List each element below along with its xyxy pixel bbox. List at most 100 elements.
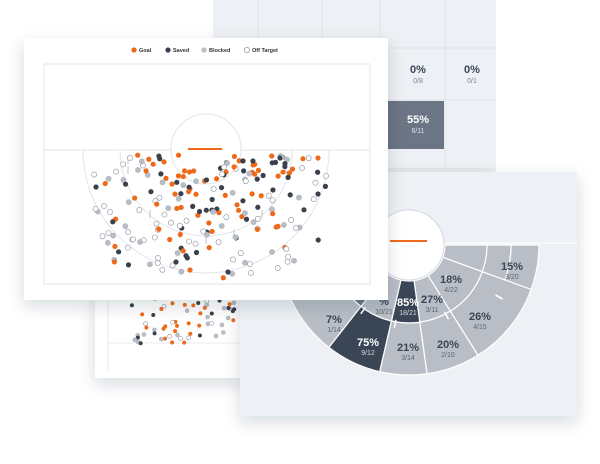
shot-off-target <box>265 192 272 199</box>
shot-scatter-card: Goal Saved Blocked Off Target <box>24 38 388 300</box>
shot-off-target <box>210 186 217 192</box>
shot-blocked <box>232 234 239 241</box>
shot-saved <box>243 216 250 222</box>
shot-goal <box>231 153 238 160</box>
shot-off-target <box>200 228 207 235</box>
shot-saved <box>287 192 293 198</box>
shot-blocked <box>210 208 217 215</box>
shot-blocked <box>219 322 225 328</box>
zone-percent: 27% <box>421 294 443 306</box>
shot-goal <box>286 170 293 176</box>
shot-off-target <box>125 229 131 235</box>
shot-goal <box>249 191 255 197</box>
shot-saved <box>190 203 196 209</box>
shot-goal <box>209 228 215 235</box>
shot-off-target <box>91 171 98 178</box>
zone-percent: 85% <box>397 297 419 309</box>
shot-goal <box>159 307 164 312</box>
shot-blocked <box>213 333 219 339</box>
zone-percent: 20% <box>437 339 459 351</box>
shot-saved <box>196 301 201 306</box>
shot-off-target <box>161 211 168 218</box>
zone-percent: 21% <box>397 342 419 354</box>
heatmap-cell-dark <box>381 101 444 149</box>
shot-off-target <box>167 333 172 339</box>
shot-saved <box>218 184 225 191</box>
shot-blocked <box>221 305 227 311</box>
shot-saved <box>157 156 163 162</box>
shot-off-target <box>176 222 183 229</box>
shot-goal <box>186 169 193 175</box>
shot-off-target <box>221 164 227 171</box>
cell-fraction: 0/1 <box>467 78 477 85</box>
shot-blocked <box>105 175 112 182</box>
shot-goal <box>270 211 276 217</box>
shot-saved <box>255 204 261 210</box>
shot-goal <box>198 311 203 316</box>
shot-goal <box>182 302 187 307</box>
zone-percent: 75% <box>357 337 379 349</box>
shot-off-target <box>215 239 222 246</box>
cell-percent: 0% <box>464 64 480 76</box>
shot-goal <box>214 176 220 182</box>
shot-saved <box>197 333 202 338</box>
legend-label: Blocked <box>209 48 230 54</box>
shot-goal <box>102 180 108 187</box>
shot-goal <box>236 207 242 213</box>
shot-saved <box>138 341 143 346</box>
shot-off-target <box>312 179 319 186</box>
shot-goal <box>231 164 237 170</box>
shot-goal <box>163 336 168 341</box>
shot-off-target <box>155 255 161 261</box>
shot-goal <box>275 223 281 229</box>
shot-saved <box>183 253 189 259</box>
shot-saved <box>186 184 192 190</box>
shot-saved <box>116 249 122 255</box>
shot-goal <box>227 302 232 307</box>
shot-blocked <box>250 219 257 226</box>
shot-saved <box>193 249 200 256</box>
shot-goal <box>216 210 222 216</box>
shot-goal <box>170 340 175 345</box>
shot-blocked <box>135 167 141 173</box>
shot-saved <box>209 196 215 203</box>
shot-off-target <box>101 203 107 209</box>
zone-percent: 15% <box>501 261 523 273</box>
shot-goal <box>132 195 138 201</box>
shot-saved <box>322 183 329 189</box>
shot-off-target <box>154 260 161 266</box>
shot-off-target <box>274 265 281 271</box>
shot-blocked <box>204 302 210 308</box>
shot-goal <box>191 303 196 308</box>
shot-blocked <box>291 257 297 264</box>
shot-blocked <box>175 195 182 202</box>
shot-saved <box>151 312 156 317</box>
shot-off-target <box>186 238 192 245</box>
zone-fraction: 10/21 <box>375 309 393 316</box>
shot-blocked <box>147 261 153 268</box>
shot-blocked <box>218 223 225 229</box>
zone-fraction: 1/14 <box>327 327 341 334</box>
shot-saved <box>315 237 321 243</box>
shot-blocked <box>137 239 143 245</box>
shot-blocked <box>269 249 275 255</box>
shot-blocked <box>165 205 172 212</box>
zone-fraction: 18/21 <box>399 310 417 317</box>
shot-blocked <box>224 160 230 166</box>
shot-saved <box>203 207 209 213</box>
shot-off-target <box>285 253 292 260</box>
shot-saved <box>315 191 321 197</box>
shot-goal <box>187 267 193 273</box>
shot-goal <box>222 192 228 198</box>
shot-off-target <box>192 240 199 247</box>
shot-goal <box>150 161 156 167</box>
zone-75 <box>328 305 393 373</box>
shot-saved <box>240 198 246 204</box>
shot-goal <box>300 156 306 162</box>
shot-off-target <box>299 165 305 171</box>
zone-fraction: 9/12 <box>361 350 375 357</box>
legend-saved-icon <box>165 47 171 53</box>
shot-saved <box>196 208 203 215</box>
shot-goal <box>177 231 183 238</box>
shot-goal <box>275 173 281 179</box>
